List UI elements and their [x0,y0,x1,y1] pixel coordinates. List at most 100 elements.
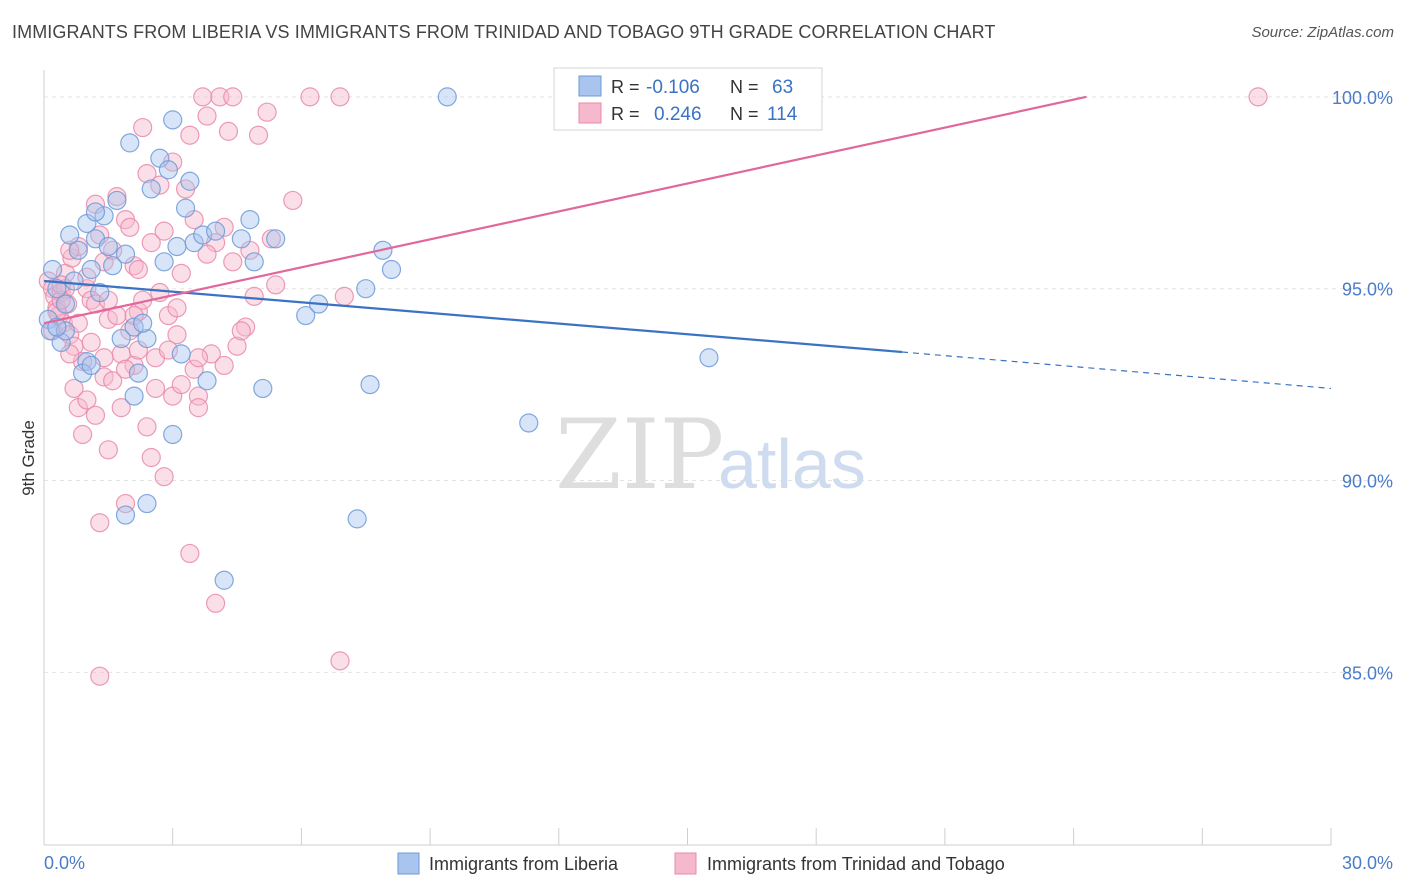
scatter-point-trinidad [201,344,221,364]
legend-r-label-trinidad: R = [611,104,640,124]
scatter-point-trinidad [115,493,136,514]
scatter-point-trinidad [90,513,110,533]
y-tick-label: 95.0% [1342,280,1393,300]
scatter-point-trinidad [141,447,161,468]
scatter-point-trinidad [180,543,200,564]
scatter-point-liberia [244,252,264,272]
scatter-point-trinidad [218,121,239,141]
scatter-point-trinidad [62,248,82,268]
scatter-point-trinidad [188,386,209,406]
scatter-point-liberia [90,282,110,303]
legend-r-value-trinidad: 0.246 [654,104,702,125]
y-tick-labels: 100.0% 95.0% 90.0% 85.0% [1332,88,1393,683]
x-tick-label-max: 30.0% [1342,853,1393,873]
y-tick-label: 85.0% [1342,663,1393,683]
trend-line-extension-liberia [901,351,1332,390]
scatter-point-liberia [167,236,187,257]
source-label: Source: ZipAtlas.com [1251,24,1394,41]
x-tick-label-min: 0.0% [44,853,85,873]
watermark-atlas: atlas [718,425,866,503]
correlation-legend: R = -0.106 N = 63 R = 0.246 N = 114 [553,67,823,131]
series-liberia-points [38,87,719,590]
trend-line-trinidad [43,95,1087,325]
scatter-point-liberia [193,225,213,245]
bottom-legend-label-liberia: Immigrants from Liberia [429,854,619,874]
scatter-point-liberia [81,259,101,280]
scatter-point-trinidad [103,371,123,391]
scatter-point-liberia [98,236,118,257]
scatter-point-liberia [197,371,217,391]
scatter-point-trinidad [171,375,191,395]
legend-r-label-liberia: R = [611,77,640,97]
scatter-point-liberia [347,509,367,529]
scatter-point-liberia [103,256,123,276]
scatter-point-liberia [175,198,196,218]
scatter-point-liberia [124,386,144,406]
legend-n-value-trinidad: 114 [767,104,798,125]
scatter-point-trinidad [330,651,350,671]
legend-n-value-liberia: 63 [772,77,793,98]
scatter-point-trinidad [197,244,217,264]
scatter-point-trinidad [300,87,320,107]
scatter-point-trinidad [154,467,174,487]
scatter-point-trinidad [214,355,234,376]
scatter-point-trinidad [180,125,200,145]
scatter-point-trinidad [115,359,136,379]
scatter-point-liberia [47,279,67,299]
scatter-point-trinidad [266,275,286,295]
bottom-legend-label-trinidad: Immigrants from Trinidad and Tobago [707,854,1005,874]
scatter-point-trinidad [120,217,140,237]
scatter-point-liberia [42,259,63,280]
chart-title: IMMIGRANTS FROM LIBERIA VS IMMIGRANTS FR… [12,22,996,42]
legend-n-label-liberia: N = [730,77,759,97]
scatter-point-trinidad [261,229,281,249]
scatter-point-trinidad [85,405,106,425]
series-trinidad-points [38,87,1268,686]
bottom-legend-swatch-trinidad [674,852,697,875]
x-axis-ticks [43,828,1332,845]
scatter-point-liberia [163,110,183,130]
scatter-point-liberia [115,505,136,525]
scatter-point-trinidad [197,106,217,126]
scatter-point-liberia [55,294,76,314]
scatter-point-liberia [68,240,88,260]
scatter-point-trinidad [64,378,84,399]
scatter-point-trinidad [90,666,110,686]
y-tick-label: 90.0% [1342,472,1393,492]
scatter-point-trinidad [133,117,153,138]
legend-r-value-liberia: -0.106 [646,77,700,98]
scatter-point-liberia [47,317,67,337]
scatter-point-trinidad [248,125,269,145]
scatter-point-trinidad [81,332,101,353]
y-tick-label: 100.0% [1332,88,1393,108]
scatter-point-trinidad [223,252,243,272]
scatter-point-trinidad [167,325,187,345]
scatter-point-trinidad [193,87,213,107]
scatter-point-liberia [158,160,179,180]
scatter-point-trinidad [137,417,157,437]
y-axis-title: 9th Grade [19,420,38,496]
scatter-point-liberia [253,378,273,399]
scatter-point-trinidad [77,390,97,410]
legend-swatch-trinidad [578,102,602,124]
scatter-point-trinidad [227,336,247,356]
scatter-point-liberia [214,570,234,590]
scatter-point-trinidad [158,340,179,360]
scatter-point-trinidad [141,233,161,253]
scatter-point-trinidad [98,440,118,460]
scatter-point-liberia [240,210,260,230]
scatter-point-liberia [163,424,183,445]
scatter-point-trinidad [167,298,187,318]
scatter-point-trinidad [188,348,209,368]
scatter-point-trinidad [257,102,277,122]
scatter-point-liberia [64,271,84,291]
scatter-point-trinidad [330,87,350,107]
trend-lines [43,95,1332,390]
scatter-point-liberia [137,328,157,349]
scatter-point-liberia [360,375,380,395]
scatter-point-liberia [60,225,80,245]
scatter-point-trinidad [184,359,204,379]
series-legend: Immigrants from Liberia Immigrants from … [397,852,1005,875]
scatter-point-liberia [519,413,539,433]
